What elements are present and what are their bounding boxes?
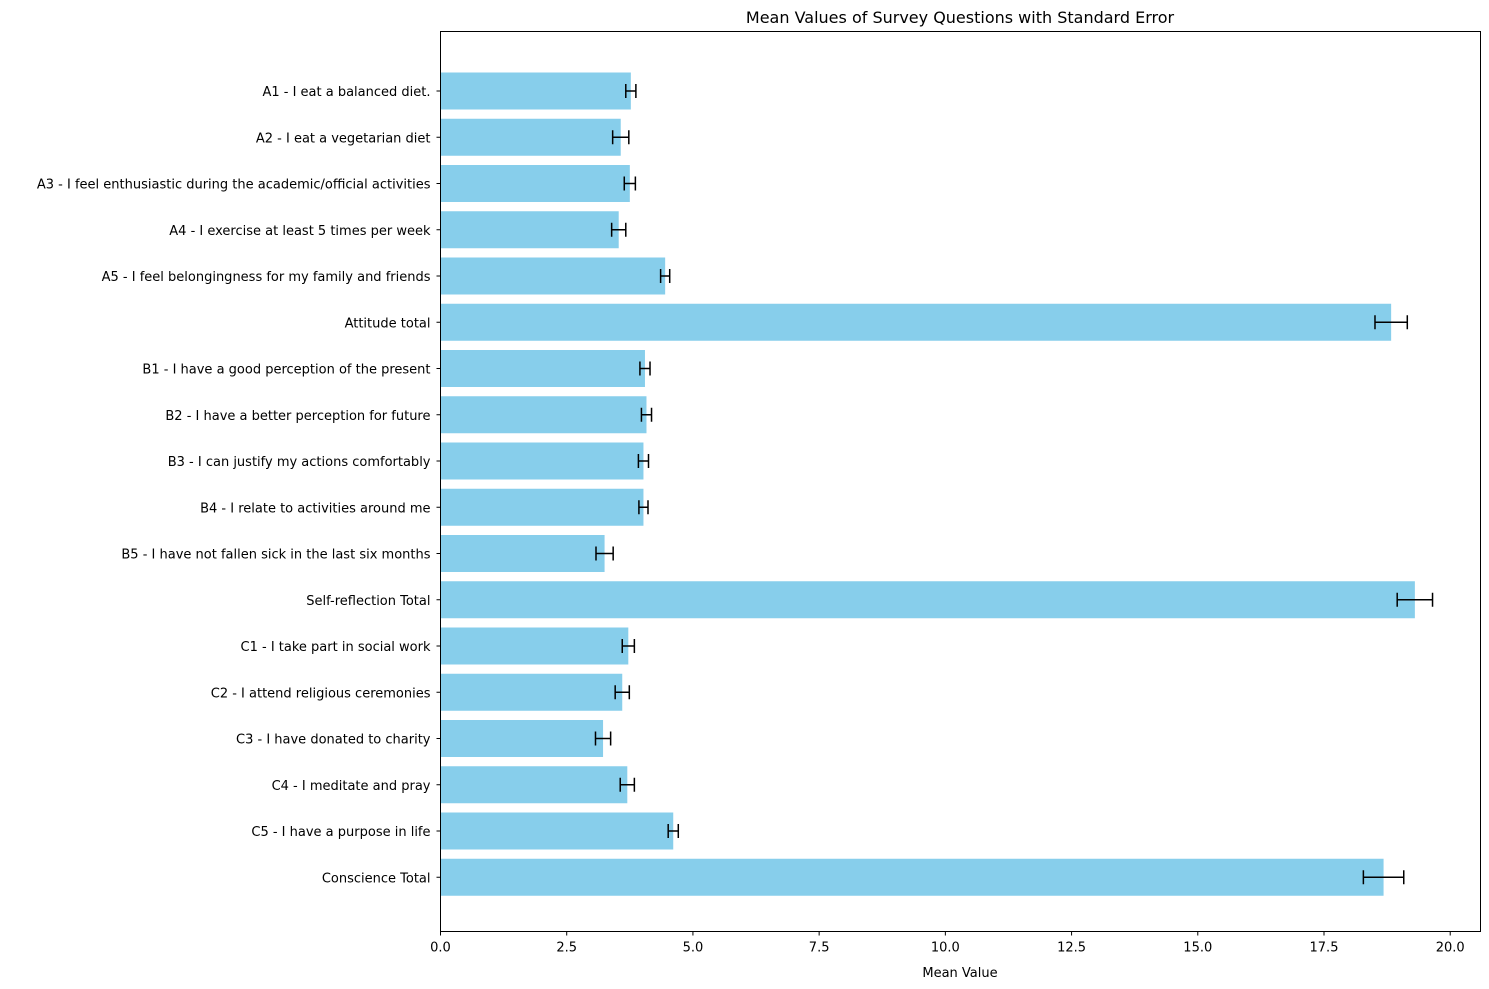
error-bar bbox=[614, 685, 631, 700]
bar bbox=[440, 627, 629, 665]
y-tick-label: A5 - I feel belongingness for my family … bbox=[102, 270, 431, 285]
y-tick-label: B3 - I can justify my actions comfortabl… bbox=[168, 455, 431, 470]
y-axis-ticks: A1 - I eat a balanced diet. A2 - I eat a … bbox=[37, 85, 441, 886]
error-bar bbox=[1362, 870, 1405, 885]
bar bbox=[440, 720, 604, 757]
bar bbox=[440, 350, 645, 387]
bar bbox=[440, 211, 619, 249]
error-bar bbox=[610, 222, 627, 237]
y-tick-label: B2 - I have a better perception for futu… bbox=[165, 409, 430, 424]
error-bar bbox=[1374, 315, 1409, 330]
error-bar bbox=[594, 731, 612, 746]
bar bbox=[440, 812, 674, 850]
bar bbox=[440, 581, 1415, 619]
x-tick-label: 5.0 bbox=[683, 941, 704, 956]
x-tick-label: 12.5 bbox=[1057, 941, 1086, 956]
x-axis-label: Mean Value bbox=[922, 966, 997, 981]
error-bar bbox=[640, 407, 653, 422]
y-tick-label: A3 - I feel enthusiastic during the acad… bbox=[37, 178, 431, 193]
error-bar bbox=[619, 777, 636, 792]
x-tick-label: 20.0 bbox=[1436, 941, 1465, 956]
y-tick-label: C2 - I attend religious ceremonies bbox=[211, 686, 431, 701]
x-tick-label: 7.5 bbox=[809, 941, 830, 956]
y-tick-label: Self-reflection Total bbox=[306, 594, 430, 609]
bar bbox=[440, 165, 630, 202]
bar bbox=[440, 673, 623, 711]
y-tick-label: B5 - I have not fallen sick in the last … bbox=[121, 548, 430, 563]
error-bar bbox=[625, 84, 637, 98]
bar bbox=[440, 72, 631, 110]
bar bbox=[440, 303, 1392, 341]
x-tick-label: 17.5 bbox=[1310, 941, 1339, 956]
y-tick-label: A2 - I eat a vegetarian diet bbox=[256, 131, 431, 146]
x-tick-label: 15.0 bbox=[1183, 941, 1212, 956]
bar bbox=[440, 766, 628, 804]
y-tick-label: C5 - I have a purpose in life bbox=[251, 825, 430, 840]
bar bbox=[440, 118, 621, 156]
error-bar bbox=[639, 361, 651, 376]
error-bar bbox=[595, 546, 614, 561]
y-tick-label: A4 - I exercise at least 5 times per wee… bbox=[169, 224, 431, 239]
y-tick-label: C4 - I meditate and pray bbox=[272, 779, 431, 794]
error-bar bbox=[638, 500, 649, 515]
error-bar bbox=[621, 639, 636, 653]
y-tick-label: Conscience Total bbox=[322, 871, 431, 886]
y-tick-label: B1 - I have a good perception of the pre… bbox=[142, 363, 430, 378]
x-tick-label: 2.5 bbox=[556, 941, 577, 956]
x-tick-label: 10.0 bbox=[931, 941, 960, 956]
chart-title: Mean Values of Survey Questions with Sta… bbox=[746, 8, 1175, 27]
bar bbox=[440, 488, 644, 526]
x-axis-ticks: 0.0 2.5 5.0 7.5 10.0 12.5 15.0 17.5 20.0 bbox=[430, 931, 1465, 956]
y-tick-label: Attitude total bbox=[345, 316, 431, 331]
y-tick-label: B4 - I relate to activities around me bbox=[200, 501, 430, 516]
error-bar bbox=[637, 454, 650, 468]
error-bar bbox=[667, 824, 680, 838]
bar bbox=[440, 535, 605, 572]
bar bbox=[440, 257, 666, 295]
y-tick-label: C3 - I have donated to charity bbox=[236, 733, 431, 748]
plot-area-frame bbox=[440, 31, 1481, 932]
y-tick-label: C1 - I take part in social work bbox=[241, 640, 431, 655]
error-bar bbox=[611, 130, 630, 145]
bars-group bbox=[440, 72, 1415, 896]
error-bar bbox=[1396, 592, 1434, 607]
y-tick-label: A1 - I eat a balanced diet. bbox=[262, 85, 430, 100]
error-bars-group bbox=[594, 84, 1434, 885]
bar bbox=[440, 858, 1384, 896]
error-bar bbox=[623, 176, 637, 191]
error-bar bbox=[659, 269, 671, 283]
x-tick-label: 0.0 bbox=[430, 941, 451, 956]
bar bbox=[440, 396, 647, 434]
bar bbox=[440, 442, 644, 480]
